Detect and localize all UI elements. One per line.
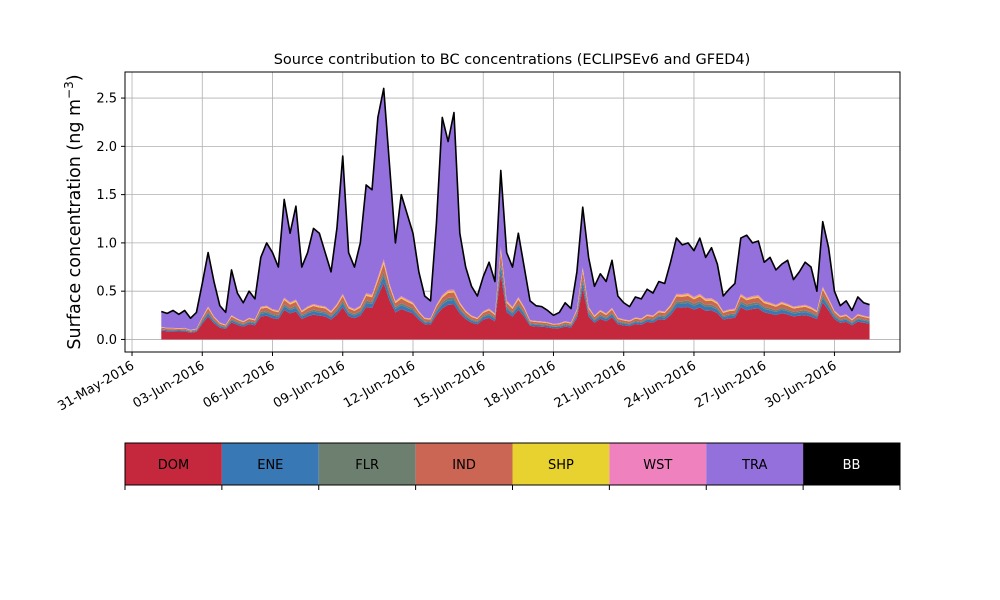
x-tick-label: 30-Jun-2016 (763, 358, 840, 411)
total-line-layer (161, 87, 870, 320)
legend-label-dom: DOM (158, 458, 189, 473)
y-axis-label: Surface concentration (ng m−3) (62, 74, 85, 349)
x-tick-label: 09-Jun-2016 (271, 358, 348, 411)
legend-label-tra: TRA (741, 458, 767, 473)
y-tick-label: 1.0 (96, 236, 117, 251)
chart-title: Source contribution to BC concentrations… (274, 52, 751, 68)
x-tick-label: 06-Jun-2016 (201, 358, 278, 411)
legend-swatch-flr (318, 443, 416, 485)
legend-swatch-wst (609, 443, 707, 485)
plot-frame (124, 71, 901, 353)
legend-swatch-bb (803, 443, 900, 485)
total-bc-line (161, 87, 870, 320)
area-tra (161, 88, 870, 330)
x-tick-label: 03-Jun-2016 (130, 358, 207, 411)
x-tick-label: 27-Jun-2016 (692, 358, 769, 411)
legend-swatch-shp (512, 443, 610, 485)
y-tick-label: 2.0 (96, 140, 117, 155)
area-dom (161, 274, 870, 340)
y-axis: 0.0 0.5 1.0 1.5 2.0 2.5 (96, 92, 125, 348)
x-tick-label: 12-Jun-2016 (341, 358, 418, 411)
y-tick-label: 0.0 (96, 333, 117, 348)
y-tick-label: 1.5 (96, 188, 117, 203)
legend-swatch-ene (221, 443, 319, 485)
legend-colorbar: DOM ENE FLR IND SHP WST TRA BB (124, 442, 901, 490)
x-tick-label: 21-Jun-2016 (552, 358, 629, 411)
x-tick-label: 24-Jun-2016 (622, 358, 699, 411)
x-tick-label: 18-Jun-2016 (482, 358, 559, 411)
area-layer (161, 88, 870, 340)
legend-label-ind: IND (452, 458, 476, 473)
x-tick-label: 15-Jun-2016 (411, 358, 488, 411)
legend-swatch-dom (125, 443, 222, 485)
legend-label-ene: ENE (257, 458, 283, 473)
legend-swatch-tra (706, 443, 804, 485)
x-tick-label: 31-May-2016 (55, 358, 137, 414)
legend-label-flr: FLR (355, 458, 379, 473)
legend-label-shp: SHP (548, 458, 574, 473)
legend-swatch-ind (415, 443, 513, 485)
legend-label-bb: BB (843, 458, 861, 473)
y-tick-label: 0.5 (96, 285, 117, 300)
x-axis: 31-May-201603-Jun-201606-Jun-201609-Jun-… (55, 352, 839, 414)
legend-label-wst: WST (643, 458, 672, 473)
y-tick-label: 2.5 (96, 92, 117, 107)
